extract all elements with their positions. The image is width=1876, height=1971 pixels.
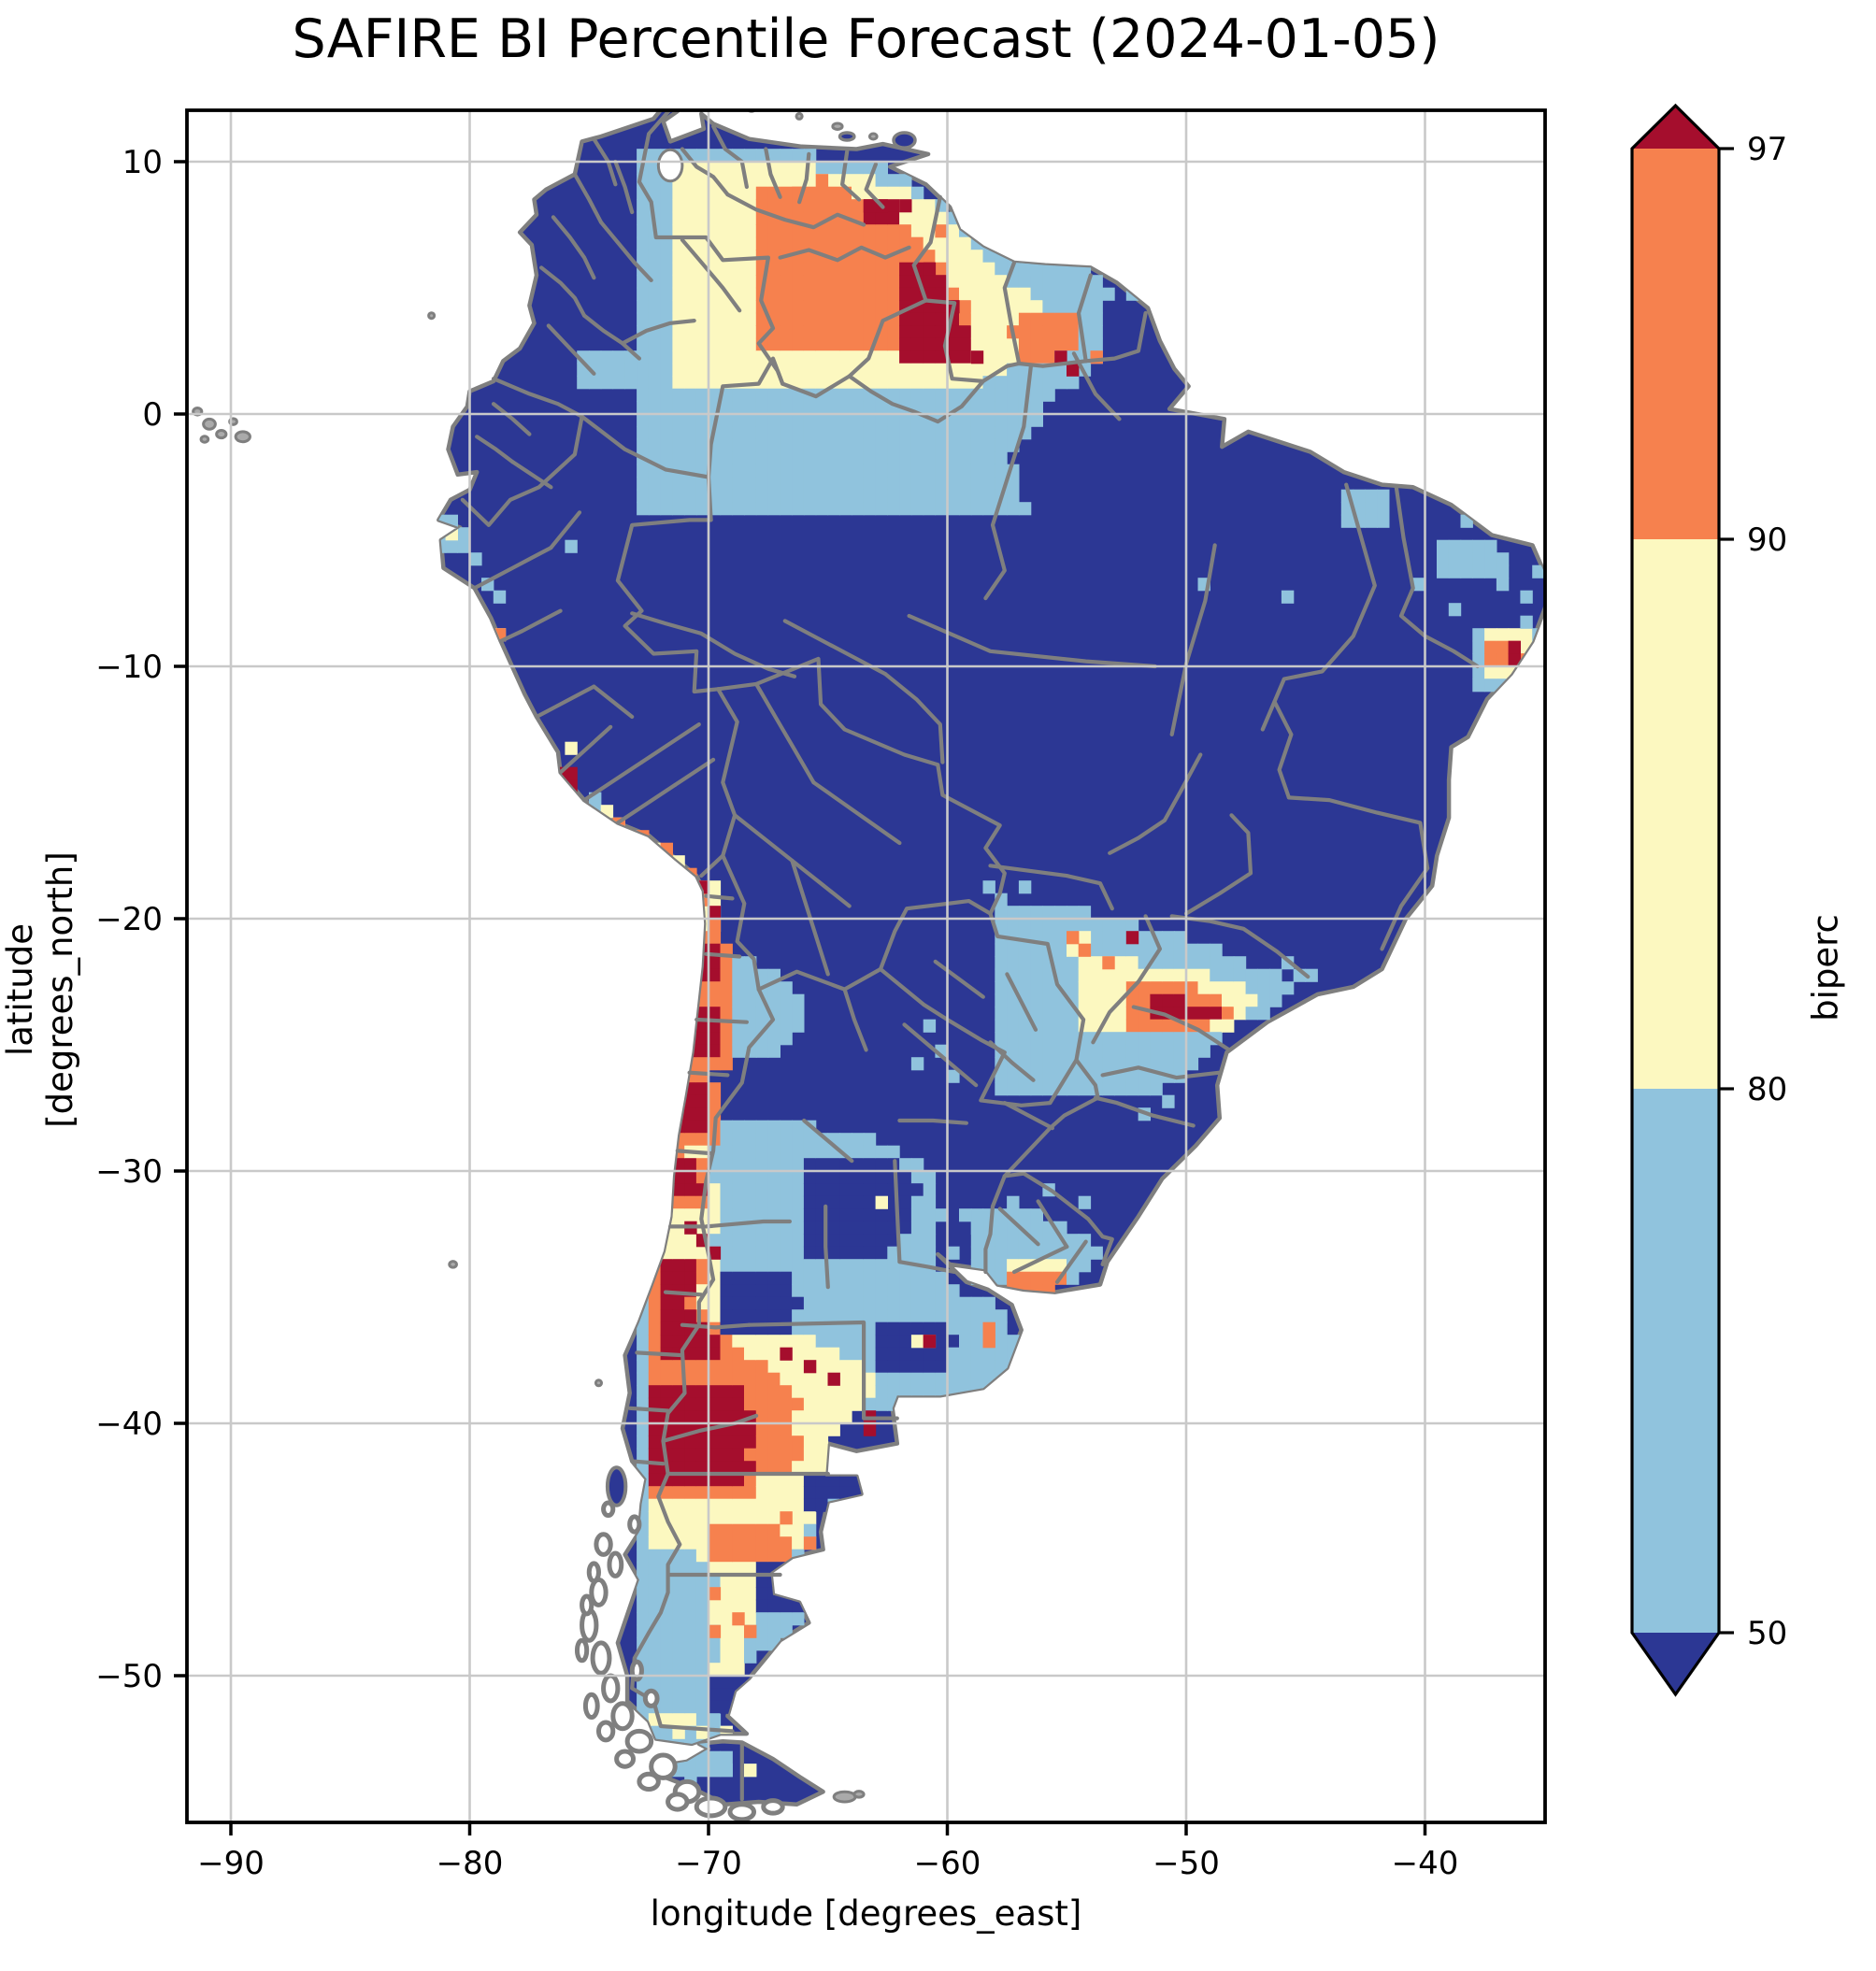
y-tick-label: −10: [95, 649, 163, 686]
islet: [734, 110, 737, 111]
patagonian-fjords: [574, 1500, 785, 1822]
x-tick-label: −60: [914, 1845, 981, 1882]
colorbar: 97 90 80 50: [1630, 103, 1787, 1697]
y-axis-label: latitude [degrees_north]: [0, 851, 80, 1128]
lake-maracaibo: [656, 148, 684, 183]
x-tick-label: −40: [1392, 1845, 1459, 1882]
y-tick-label: −50: [95, 1658, 163, 1695]
colorbar-label: biperc: [1805, 914, 1846, 1021]
x-axis-label: longitude [degrees_east]: [650, 1893, 1082, 1934]
y-tick-label: 0: [142, 396, 163, 434]
y-tick-label: −20: [95, 901, 163, 938]
colorbar-tick-label: 97: [1747, 131, 1787, 168]
admin-borders: [460, 110, 1480, 1802]
islet: [831, 121, 844, 131]
islet: [448, 1260, 458, 1269]
islet: [199, 435, 210, 444]
axis-ticks: −90 −80 −70 −60 −50 −40 10 0 −10 −20 −30 −40 −50: [95, 144, 1458, 1882]
colorbar-tick-label: 90: [1747, 521, 1787, 559]
x-tick-label: −70: [675, 1845, 742, 1882]
islet: [202, 417, 217, 431]
islet: [832, 1790, 857, 1804]
islet: [215, 429, 228, 440]
map-area: [187, 79, 1545, 1822]
islet: [594, 1378, 604, 1388]
islet: [426, 96, 432, 102]
y-tick-label: 10: [122, 144, 163, 181]
figure-title: SAFIRE BI Percentile Forecast (2024-01-0…: [292, 8, 1440, 70]
islet: [852, 1790, 866, 1799]
x-tick-label: −80: [437, 1845, 504, 1882]
axes-spines: [185, 108, 1547, 1824]
islet: [427, 311, 437, 321]
islet: [434, 79, 439, 84]
graticule: [187, 110, 1545, 1822]
y-tick-label: −30: [95, 1153, 163, 1191]
colorbar-tick-label: 80: [1747, 1071, 1787, 1108]
chiloe-island: [605, 1465, 628, 1507]
island: [892, 131, 917, 150]
islet: [795, 111, 804, 121]
island: [838, 131, 856, 142]
y-tick-label: −40: [95, 1406, 163, 1443]
colorbar-tick-label: 50: [1747, 1615, 1787, 1652]
islet: [234, 430, 251, 444]
x-tick-label: −50: [1153, 1845, 1220, 1882]
islet: [867, 132, 879, 141]
islet: [704, 95, 713, 101]
x-tick-label: −90: [197, 1845, 265, 1882]
